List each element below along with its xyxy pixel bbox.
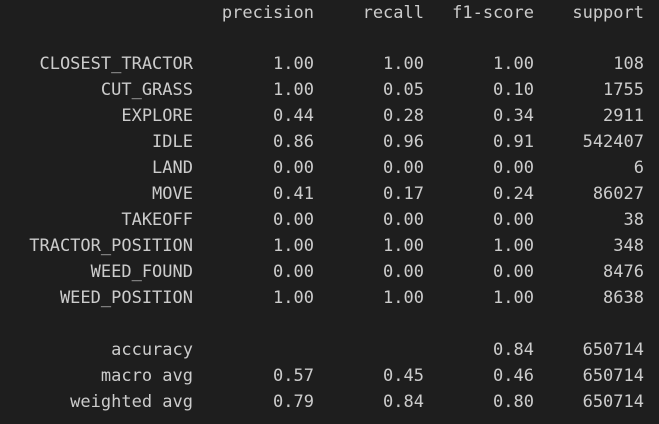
class-row: WEED_FOUND 0.00 0.00 0.00 8476 (0, 259, 659, 285)
class-label: CLOSEST_TRACTOR (39, 54, 193, 74)
f1-score-value: 0.80 (493, 392, 534, 412)
precision-value: 0.00 (273, 210, 314, 230)
summary-label: weighted avg (70, 392, 193, 412)
recall-value: 1.00 (383, 236, 424, 256)
precision-value: 0.79 (273, 392, 314, 412)
class-label: CUT_GRASS (100, 80, 193, 100)
summary-label: accuracy (111, 340, 193, 360)
class-row: TAKEOFF 0.00 0.00 0.00 38 (0, 207, 659, 233)
precision-value: 0.00 (273, 158, 314, 178)
class-row: IDLE 0.86 0.96 0.91 542407 (0, 129, 659, 155)
summary-row-weighted-avg: weighted avg 0.79 0.84 0.80 650714 (0, 389, 659, 415)
recall-value: 0.84 (383, 392, 424, 412)
f1-score-value: 0.24 (493, 184, 534, 204)
support-value: 8638 (603, 288, 644, 308)
report-header-row: precision recall f1-score support (0, 0, 659, 26)
class-row: LAND 0.00 0.00 0.00 6 (0, 155, 659, 181)
precision-value: 1.00 (273, 54, 314, 74)
f1-score-value: 0.34 (493, 106, 534, 126)
support-value: 6 (633, 158, 644, 178)
class-label: EXPLORE (121, 106, 193, 126)
f1-score-value: 0.91 (493, 132, 534, 152)
support-value: 348 (613, 236, 644, 256)
class-row: WEED_POSITION 1.00 1.00 1.00 8638 (0, 285, 659, 311)
summary-label: macro avg (100, 366, 193, 386)
header-f1-score: f1-score (452, 3, 534, 23)
precision-value: 1.00 (273, 288, 314, 308)
support-value: 650714 (582, 392, 644, 412)
precision-value: 0.44 (273, 106, 314, 126)
class-label: IDLE (152, 132, 193, 152)
class-label: MOVE (152, 184, 193, 204)
precision-value: 0.86 (273, 132, 314, 152)
recall-value: 0.05 (383, 80, 424, 100)
class-row: MOVE 0.41 0.17 0.24 86027 (0, 181, 659, 207)
f1-score-value: 1.00 (493, 54, 534, 74)
precision-value: 1.00 (273, 236, 314, 256)
recall-value: 0.28 (383, 106, 424, 126)
f1-score-value: 0.10 (493, 80, 534, 100)
class-label: TRACTOR_POSITION (29, 236, 193, 256)
f1-score-value: 0.00 (493, 262, 534, 282)
f1-score-value: 0.84 (493, 340, 534, 360)
support-value: 542407 (582, 132, 644, 152)
f1-score-value: 0.00 (493, 158, 534, 178)
class-row: EXPLORE 0.44 0.28 0.34 2911 (0, 103, 659, 129)
recall-value: 0.96 (383, 132, 424, 152)
support-value: 1755 (603, 80, 644, 100)
header-recall: recall (362, 3, 424, 23)
summary-row-accuracy: accuracy 0.84 650714 (0, 337, 659, 363)
f1-score-value: 1.00 (493, 288, 534, 308)
recall-value: 0.00 (383, 262, 424, 282)
class-label: WEED_POSITION (59, 288, 193, 308)
support-value: 650714 (582, 340, 644, 360)
support-value: 108 (613, 54, 644, 74)
support-value: 86027 (592, 184, 644, 204)
precision-value: 1.00 (273, 80, 314, 100)
precision-value: 0.41 (273, 184, 314, 204)
class-label: WEED_FOUND (90, 262, 193, 282)
precision-value: 0.00 (273, 262, 314, 282)
f1-score-value: 1.00 (493, 236, 534, 256)
support-value: 650714 (582, 366, 644, 386)
class-label: LAND (152, 158, 193, 178)
class-label: TAKEOFF (121, 210, 193, 230)
header-precision: precision (221, 3, 314, 23)
precision-value: 0.57 (273, 366, 314, 386)
class-row: CUT_GRASS 1.00 0.05 0.10 1755 (0, 77, 659, 103)
support-value: 38 (623, 210, 644, 230)
recall-value: 0.00 (383, 210, 424, 230)
recall-value: 0.17 (383, 184, 424, 204)
support-value: 2911 (603, 106, 644, 126)
recall-value: 1.00 (383, 54, 424, 74)
recall-value: 0.45 (383, 366, 424, 386)
f1-score-value: 0.00 (493, 210, 534, 230)
summary-row-macro-avg: macro avg 0.57 0.45 0.46 650714 (0, 363, 659, 389)
support-value: 8476 (603, 262, 644, 282)
class-row: TRACTOR_POSITION 1.00 1.00 1.00 348 (0, 233, 659, 259)
header-support: support (572, 3, 644, 23)
recall-value: 0.00 (383, 158, 424, 178)
f1-score-value: 0.46 (493, 366, 534, 386)
class-row: CLOSEST_TRACTOR 1.00 1.00 1.00 108 (0, 51, 659, 77)
recall-value: 1.00 (383, 288, 424, 308)
